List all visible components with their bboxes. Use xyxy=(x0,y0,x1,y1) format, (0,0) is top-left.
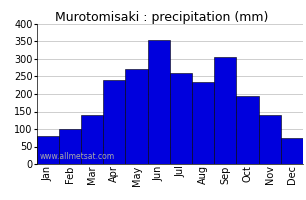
Bar xyxy=(81,115,103,164)
Bar xyxy=(281,138,303,164)
Bar xyxy=(125,69,148,164)
Bar xyxy=(148,40,170,164)
Bar xyxy=(259,115,281,164)
Bar xyxy=(170,73,192,164)
Text: www.allmetsat.com: www.allmetsat.com xyxy=(39,152,114,161)
Bar xyxy=(59,129,81,164)
Bar xyxy=(237,96,259,164)
Bar xyxy=(192,82,214,164)
Bar xyxy=(37,136,59,164)
Bar xyxy=(103,80,125,164)
Bar xyxy=(214,57,237,164)
Text: Murotomisaki : precipitation (mm): Murotomisaki : precipitation (mm) xyxy=(55,11,269,24)
